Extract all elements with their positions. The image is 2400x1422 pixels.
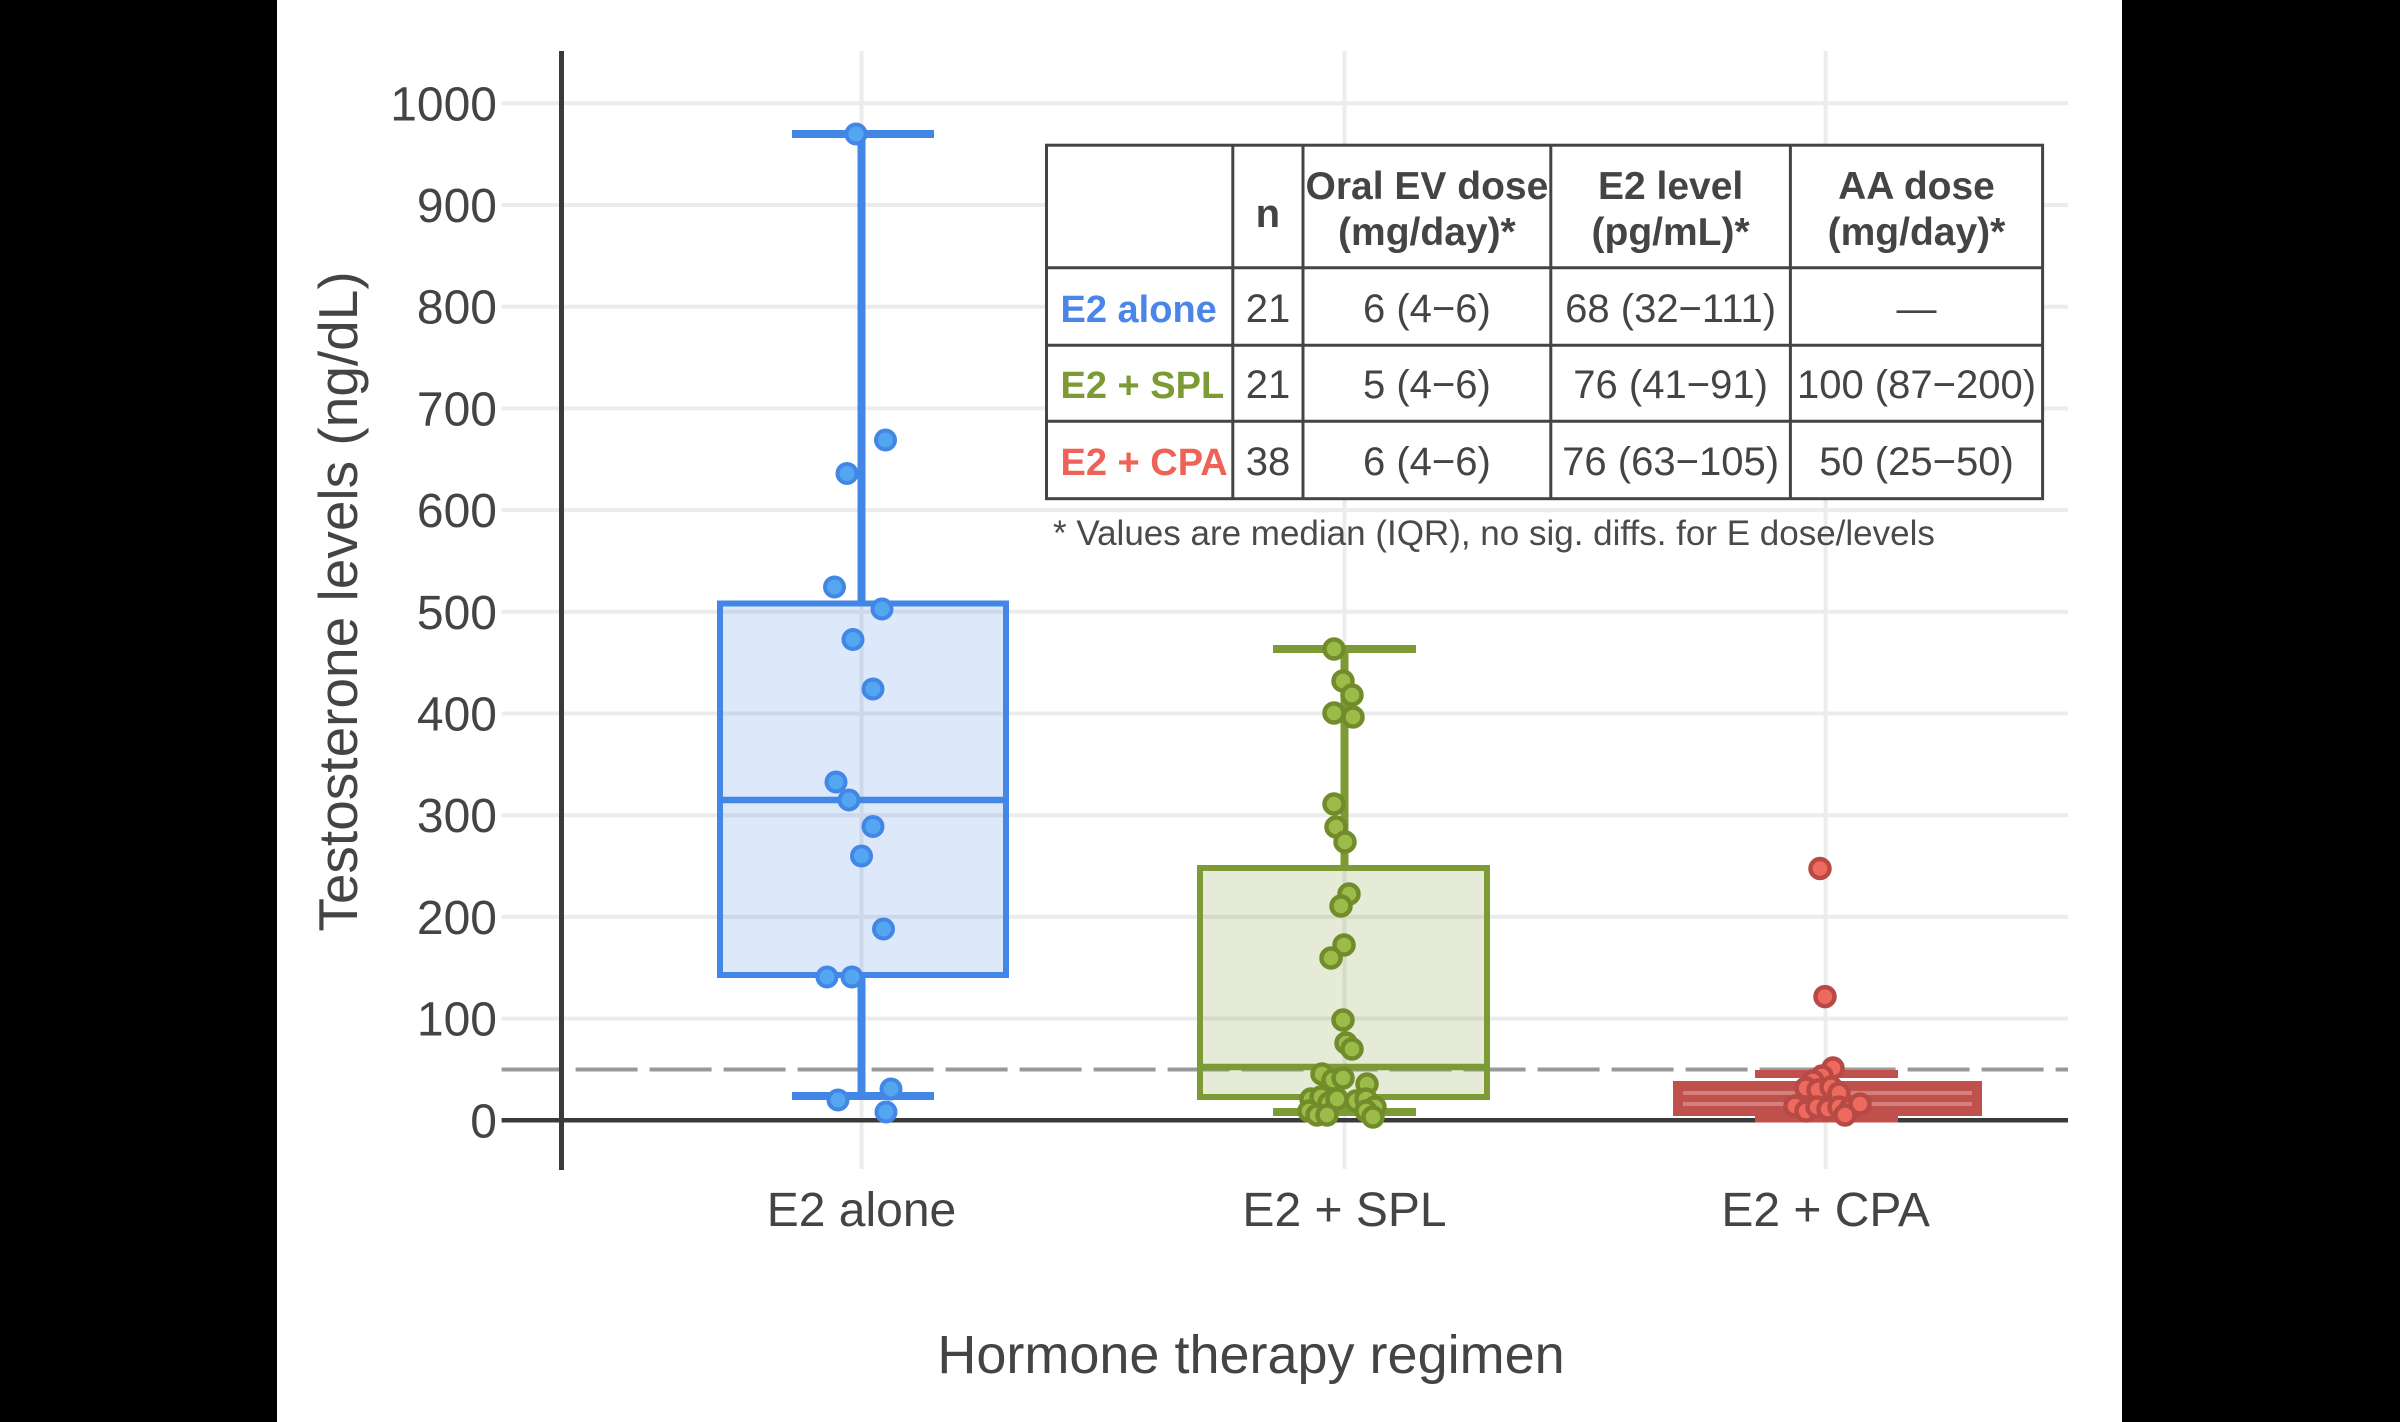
svg-text:21: 21: [1246, 363, 1291, 407]
svg-text:—: —: [1897, 287, 1937, 331]
svg-text:E2 + SPL: E2 + SPL: [1061, 365, 1225, 407]
svg-text:0: 0: [470, 1095, 497, 1148]
svg-text:Testosterone levels (ng/dL): Testosterone levels (ng/dL): [307, 271, 369, 931]
svg-text:700: 700: [417, 383, 497, 436]
svg-text:800: 800: [417, 282, 497, 335]
svg-text:76 (41−91): 76 (41−91): [1573, 363, 1768, 407]
svg-text:E2 + SPL: E2 + SPL: [1242, 1184, 1446, 1237]
svg-text:E2 + CPA: E2 + CPA: [1061, 442, 1228, 484]
svg-text:6 (4−6): 6 (4−6): [1363, 440, 1491, 484]
svg-text:300: 300: [417, 790, 497, 843]
svg-text:68 (32−111): 68 (32−111): [1565, 287, 1776, 331]
svg-text:38: 38: [1246, 440, 1291, 484]
svg-text:50 (25−50): 50 (25−50): [1819, 440, 2014, 484]
svg-text:n: n: [1256, 192, 1280, 236]
svg-text:21: 21: [1246, 287, 1291, 331]
svg-text:E2 level: E2 level: [1598, 165, 1743, 208]
svg-text:(mg/day)*: (mg/day)*: [1338, 211, 1517, 254]
svg-text:(mg/day)*: (mg/day)*: [1828, 211, 2007, 254]
svg-text:100: 100: [417, 994, 497, 1047]
svg-text:900: 900: [417, 180, 497, 233]
svg-text:Oral EV dose: Oral EV dose: [1306, 165, 1549, 208]
svg-text:200: 200: [417, 892, 497, 945]
svg-text:5 (4−6): 5 (4−6): [1363, 363, 1491, 407]
svg-text:100 (87−200): 100 (87−200): [1797, 363, 2036, 407]
svg-text:* Values are median (IQR), no: * Values are median (IQR), no sig. diffs…: [1053, 514, 1935, 553]
svg-text:E2 alone: E2 alone: [1061, 289, 1217, 331]
svg-text:6 (4−6): 6 (4−6): [1363, 287, 1491, 331]
svg-text:(pg/mL)*: (pg/mL)*: [1592, 211, 1751, 254]
svg-text:76 (63−105): 76 (63−105): [1562, 440, 1779, 484]
svg-text:AA dose: AA dose: [1838, 165, 1995, 208]
svg-text:Hormone therapy regimen: Hormone therapy regimen: [937, 1325, 1564, 1385]
svg-text:500: 500: [417, 587, 497, 640]
svg-text:1000: 1000: [390, 78, 497, 131]
svg-text:600: 600: [417, 485, 497, 538]
svg-text:E2 alone: E2 alone: [767, 1184, 957, 1237]
svg-text:E2 + CPA: E2 + CPA: [1721, 1184, 1930, 1237]
svg-text:400: 400: [417, 689, 497, 742]
